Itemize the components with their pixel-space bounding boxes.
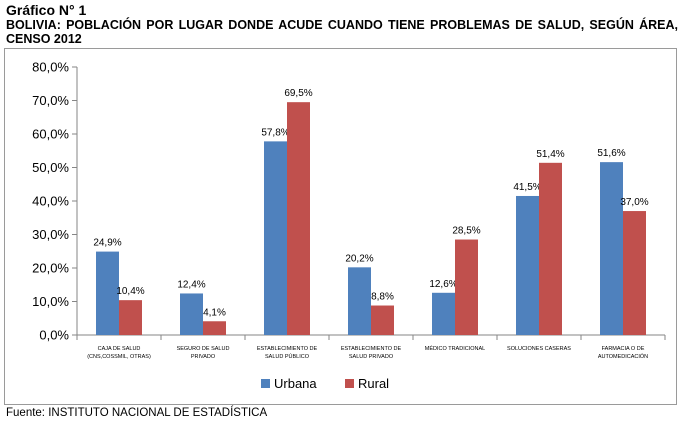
x-category-label: SALUD PÚBLICO [265,353,310,360]
bar-rural-4 [455,239,478,335]
data-label-rural-1: 4,1% [203,307,226,318]
bar-urbana-6 [600,162,623,335]
data-label-rural-6: 37,0% [620,197,648,208]
y-tick-label: 0,0% [39,328,69,343]
y-tick-label: 80,0% [32,60,69,75]
y-tick-label: 40,0% [32,194,69,209]
bar-urbana-3 [348,267,371,335]
legend-swatch-urbana [261,379,270,388]
data-label-rural-0: 10,4% [116,286,144,297]
bar-urbana-1 [180,293,203,335]
bar-urbana-0 [96,251,119,335]
data-label-rural-5: 51,4% [536,149,564,160]
x-category-label: FARMACIA O DE [602,346,645,352]
x-category-label: SALUD PRIVADO [349,354,394,360]
y-tick-label: 20,0% [32,261,69,276]
bar-rural-2 [287,102,310,335]
x-category-label: ESTABLECIMIENTO DE [341,346,402,352]
chart-title: BOLIVIA: POBLACIÓN POR LUGAR DONDE ACUDE… [6,18,678,46]
bar-chart: 0,0% 10,0% 20,0% 30,0% 40,0% 50,0% 60,0% 70,0% 8… [32,60,666,391]
data-label-rural-2: 69,5% [284,88,312,99]
data-label-urbana-2: 57,8% [261,127,289,138]
data-label-urbana-1: 12,4% [177,279,205,290]
bar-urbana-4 [432,292,455,335]
bar-rural-6 [623,211,646,335]
y-tick-label: 70,0% [32,93,69,108]
bar-rural-0 [119,300,142,335]
legend-swatch-rural [345,379,354,388]
x-category-label: PRIVADO [191,354,216,360]
data-label-urbana-0: 24,9% [93,238,121,249]
x-category-label: SOLUCIONES CASERAS [507,346,571,352]
bar-rural-5 [539,162,562,335]
bar-rural-1 [203,321,226,335]
x-category-label: (CNS,COSSMIL, OTRAS) [87,354,151,360]
x-category-label: MÉDICO TRADICIONAL [425,345,485,352]
x-category-label: AUTOMEDICACIÓN [598,353,648,360]
y-tick-label: 50,0% [32,160,69,175]
bar-rural-3 [371,305,394,335]
data-label-urbana-3: 20,2% [345,253,373,264]
data-label-urbana-6: 51,6% [597,148,625,159]
source-note: Fuente: INSTITUTO NACIONAL DE ESTADÍSTIC… [6,407,268,419]
bar-urbana-2 [264,141,287,335]
y-tick-label: 10,0% [32,294,69,309]
x-category-label: ESTABLECIMIENTO DE [257,346,318,352]
chart-heading-label: Gráfico N° 1 [6,2,87,18]
y-tick-label: 30,0% [32,227,69,242]
chart-frame: 0,0% 10,0% 20,0% 30,0% 40,0% 50,0% 60,0% 70,0% 8… [4,48,677,405]
bar-urbana-5 [516,195,539,335]
data-label-urbana-5: 41,5% [513,182,541,193]
data-label-urbana-4: 12,6% [429,279,457,290]
legend-label-urbana: Urbana [274,376,317,391]
data-label-rural-3: 8,8% [371,292,394,303]
x-category-label: CAJA DE SALUD [98,346,141,352]
legend-label-rural: Rural [358,376,389,391]
data-label-rural-4: 28,5% [452,226,480,237]
y-tick-label: 60,0% [32,127,69,142]
x-category-label: SEGURO DE SALUD [177,346,230,352]
